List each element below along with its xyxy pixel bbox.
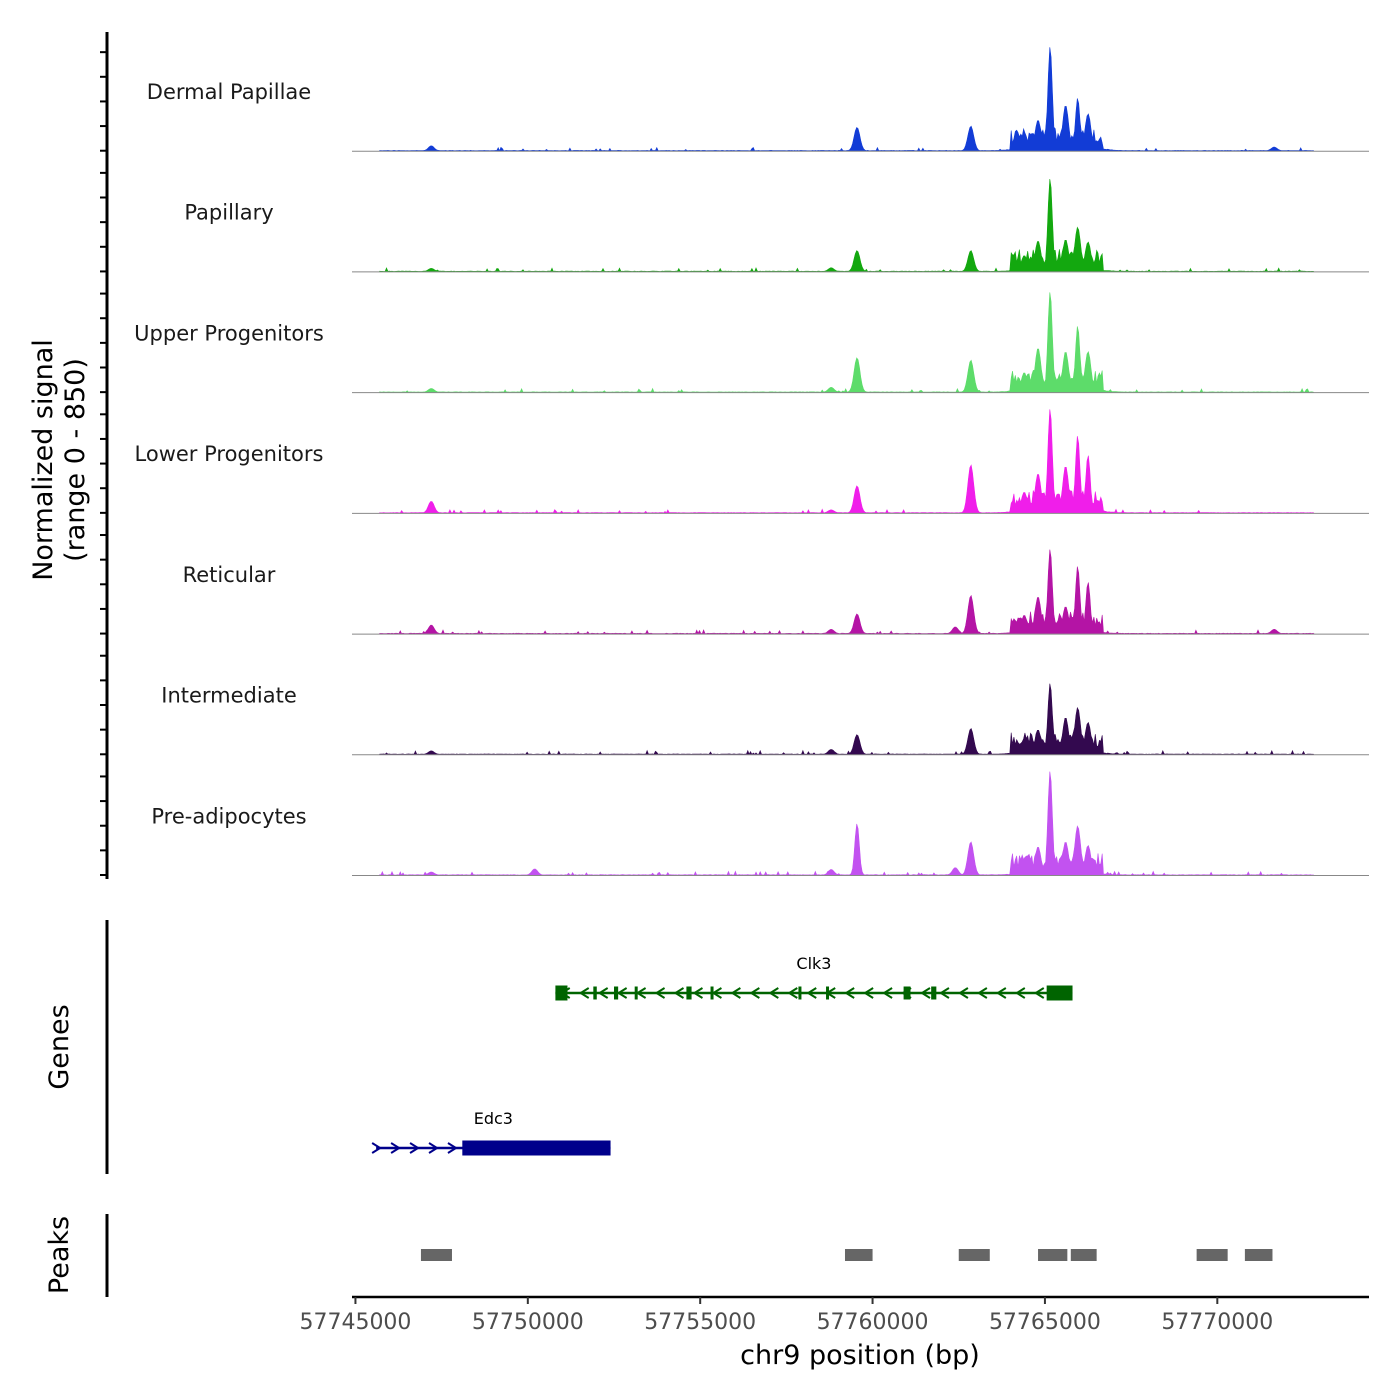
strand-arrow [409,1142,420,1154]
strand-arrow [692,987,703,999]
strand-arrow [673,987,685,999]
genes-panel: Genes Clk3 Edc3 [44,920,1073,1174]
strand-arrow [939,987,950,999]
signal-track: Upper Progenitors [134,292,1369,394]
strand-arrow [654,987,666,999]
strand-arrow [1033,987,1045,999]
peak-bar [1070,1249,1097,1261]
signal-area [379,47,1314,152]
peaks-panel: Peaks [44,1214,1273,1297]
strand-arrow [920,987,931,999]
signal-area [379,292,1314,393]
strand-arrow [768,987,779,999]
gene-exon [710,986,714,1000]
track-label: Upper Progenitors [134,321,324,345]
gene-model: Edc3 [371,1109,611,1156]
strand-arrow [428,1142,439,1154]
strand-arrow [844,987,855,999]
signal-tracks: Dermal Papillae Papillary Upper Progenitor… [134,47,1369,876]
x-tick-label: 57770000 [1161,1310,1273,1335]
gene-exon [826,986,830,1000]
gene-exon [555,985,568,1001]
x-tick-label: 57745000 [299,1310,411,1335]
signal-area [379,683,1314,755]
track-label: Dermal Papillae [147,80,311,104]
signal-area [379,409,1314,514]
coverage-y-ticks [100,51,107,876]
x-axis: 57745000 57750000 57755000 57760000 57765000… [299,1295,1369,1371]
track-label: Reticular [183,563,276,587]
track-label: Papillary [184,201,273,225]
signal-area [379,549,1315,634]
coverage-panel: Dermal Papillae Papillary Upper Progenitor… [28,32,1369,879]
strand-arrow [390,1142,401,1154]
x-axis-title: chr9 position (bp) [740,1340,980,1371]
gene-exon [634,986,638,1000]
signal-track: Papillary [184,178,1369,273]
genes-panel-title: Genes [44,1004,75,1089]
gene-exon [614,986,619,1000]
peak-bars [420,1249,1273,1261]
strand-arrow [958,987,969,999]
gene-models: Clk3 Edc3 [371,954,1073,1156]
strand-arrow [995,987,1007,999]
strand-arrow [749,987,760,999]
gene-exon [686,986,692,1000]
x-tick-label: 57765000 [989,1310,1101,1335]
signal-area [379,771,1314,876]
strand-arrow [976,987,988,999]
gene-exon [1046,985,1073,1001]
gene-exon [593,986,597,1000]
track-label: Intermediate [161,684,297,708]
peak-bar [1244,1249,1273,1261]
x-tick-label: 57760000 [817,1310,929,1335]
track-label: Lower Progenitors [135,442,324,466]
x-ticks: 57745000 57750000 57755000 57760000 57765000… [299,1297,1273,1335]
gene-exon [462,1140,611,1156]
strand-arrow [597,987,609,999]
peak-bar [1038,1249,1068,1261]
track-label: Pre-adipocytes [151,804,306,828]
strand-arrow [1014,987,1026,999]
strand-arrow [806,987,817,999]
strand-arrow [882,987,893,999]
strand-arrow [863,987,874,999]
peak-bar [420,1249,452,1261]
signal-area [379,178,1314,272]
strand-arrow [371,1142,383,1154]
signal-track: Reticular [183,549,1369,635]
gene-model: Clk3 [555,954,1073,1001]
gene-exon [903,986,911,1000]
peak-bar [958,1249,990,1261]
gene-exon [931,986,937,1000]
signal-track: Lower Progenitors [135,409,1369,514]
strand-arrow [447,1142,458,1154]
gene-label: Edc3 [474,1109,513,1128]
gene-exon [798,986,802,1000]
y-axis-title: Normalized signal [28,339,59,581]
y-axis-title-range: (range 0 - 850) [60,358,91,562]
signal-track: Intermediate [161,683,1369,756]
strand-arrow [730,987,741,999]
signal-track: Pre-adipocytes [151,771,1369,876]
strand-arrow [787,987,798,999]
gene-label: Clk3 [796,954,831,973]
strand-arrow [578,987,590,999]
signal-track: Dermal Papillae [147,47,1369,152]
peaks-panel-title: Peaks [44,1216,75,1294]
peak-bar [1196,1249,1228,1261]
peak-bar [844,1249,873,1261]
strand-arrow [616,987,628,999]
x-tick-label: 57750000 [472,1310,584,1335]
x-tick-label: 57755000 [644,1310,756,1335]
